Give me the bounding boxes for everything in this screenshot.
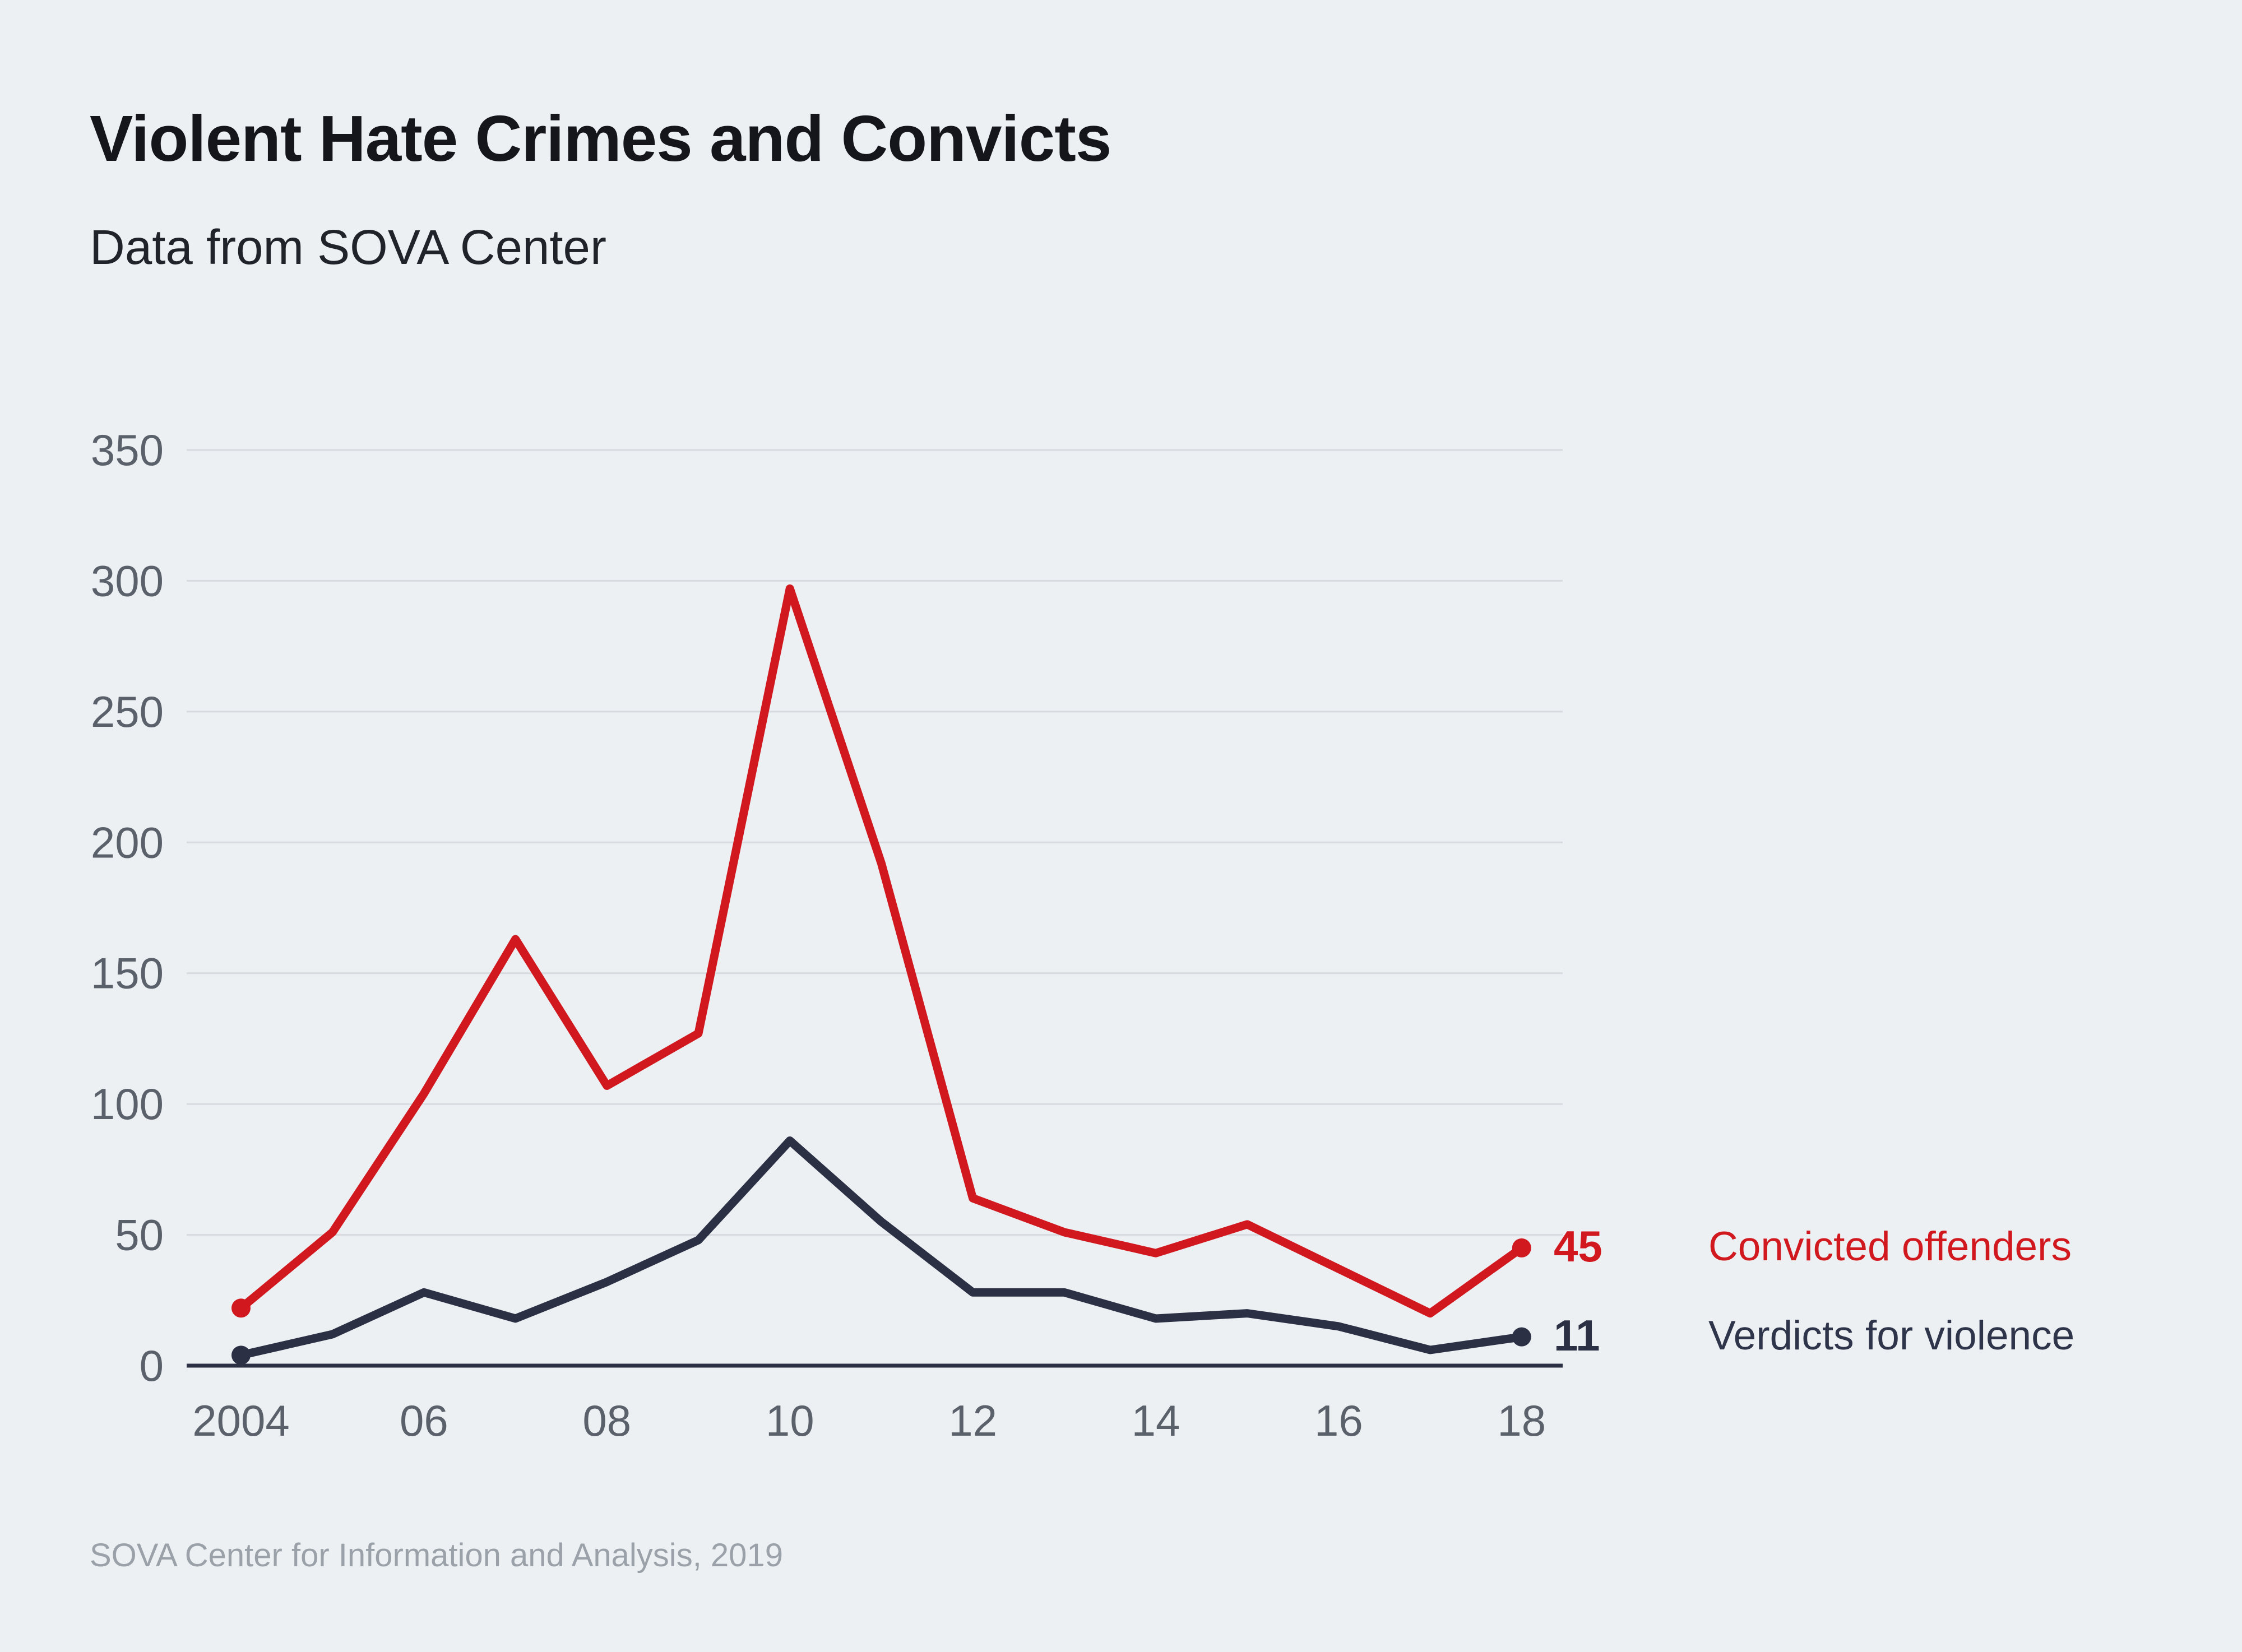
y-tick-label: 350 — [91, 425, 164, 475]
x-tick-label: 18 — [1497, 1396, 1546, 1445]
series-line-convicted-offenders — [237, 584, 1526, 1318]
y-tick-label: 100 — [91, 1079, 164, 1129]
x-tick-label: 08 — [582, 1396, 631, 1445]
data-point-dot — [231, 1345, 251, 1365]
x-tick-label: 12 — [948, 1396, 997, 1445]
y-tick-label: 300 — [91, 556, 164, 605]
series-line-verdicts-for-violence — [237, 1136, 1526, 1359]
x-tick-label: 14 — [1132, 1396, 1180, 1445]
page-title: Violent Hate Crimes and Convicts — [90, 102, 1111, 175]
data-point-dot — [1512, 1238, 1531, 1257]
series-label-convicted-offenders: Convicted offenders — [1708, 1224, 2072, 1269]
y-tick-label: 50 — [115, 1210, 164, 1260]
x-tick-label: 06 — [400, 1396, 448, 1445]
y-tick-label: 200 — [91, 818, 164, 867]
end-value-convicted-offenders: 45 — [1554, 1222, 1602, 1271]
data-point-dot — [1512, 1327, 1531, 1347]
y-tick-label: 250 — [91, 687, 164, 736]
chart-subtitle: Data from SOVA Center — [90, 220, 606, 275]
series-label-verdicts-for-violence: Verdicts for violence — [1708, 1313, 2075, 1358]
end-value-verdicts-for-violence: 11 — [1554, 1311, 1600, 1360]
y-tick-label: 150 — [91, 949, 164, 998]
y-tick-label: 0 — [140, 1341, 164, 1390]
source-credit: SOVA Center for Information and Analysis… — [90, 1537, 783, 1574]
x-tick-label: 2004 — [192, 1396, 290, 1445]
x-tick-label: 16 — [1314, 1396, 1363, 1445]
x-tick-label: 10 — [766, 1396, 814, 1445]
data-point-dot — [231, 1298, 251, 1318]
